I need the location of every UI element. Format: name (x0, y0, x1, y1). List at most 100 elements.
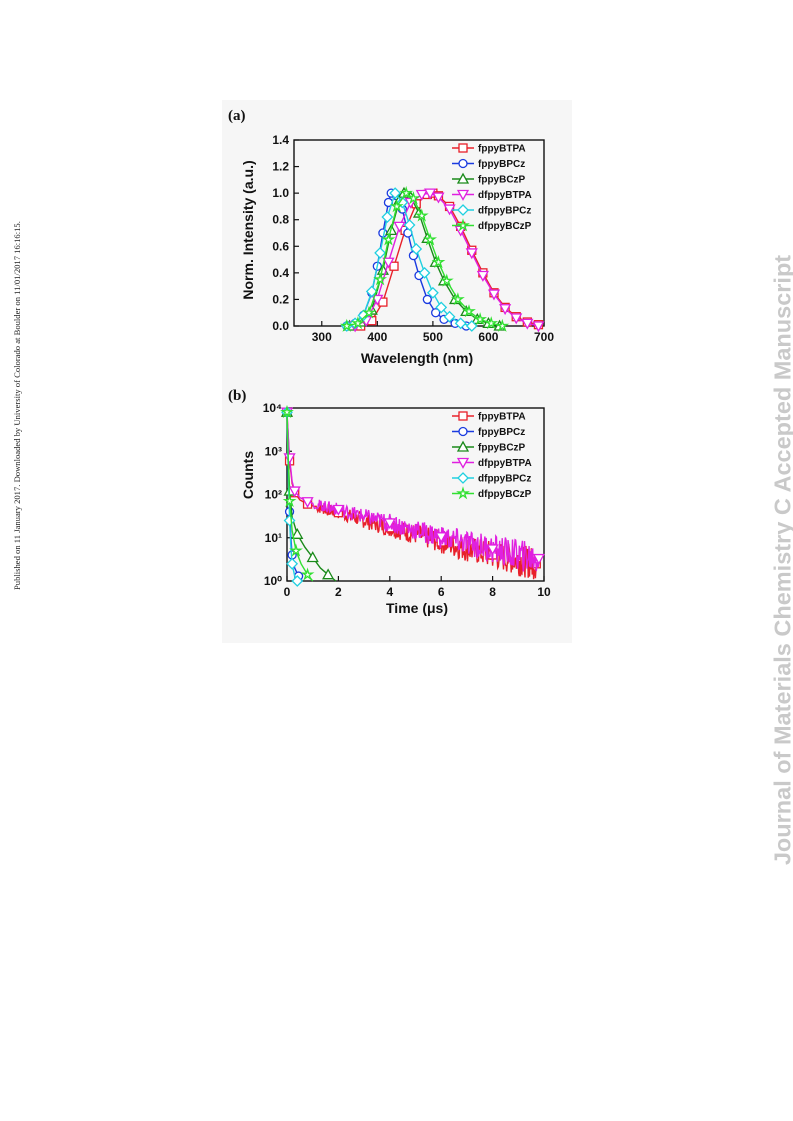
legend-label-dfppybpcz-a: dfppyBPCz (478, 206, 531, 217)
data-point-dfppybczp-a (439, 273, 454, 287)
data-point-dfppybczp-a (399, 185, 414, 200)
data-point-dfppybtpa-b (383, 518, 396, 530)
legend-label-fppybpcz-a: fppyBPCz (478, 159, 525, 170)
data-point-dfppybtpa-a (415, 189, 428, 201)
data-point-dfppybpcz-a (465, 320, 478, 332)
x-tick-label-b: 0 (284, 585, 291, 599)
legend-a: fppyBTPA fppyBPCz fppyBCzP dfppyBTPA dfppyBP… (452, 143, 532, 232)
data-point-dfppybpcz-a (443, 310, 456, 323)
legend-label-dfppybczp-a: dfppyBCzP (478, 221, 532, 232)
data-point-dfppybpcz-a (454, 317, 467, 330)
y-axis-label-b: Counts (240, 451, 256, 499)
data-point-fppybpcz-a (431, 308, 441, 318)
legend-label-fppybtpa-b: fppyBTPA (478, 412, 526, 423)
x-tick-label-b: 6 (438, 585, 445, 599)
series-line-dfppybtpa-b (286, 412, 540, 572)
figure: (a) Norm. Intensity (a.u.) Wavelength (n… (222, 100, 572, 643)
data-point-dfppybpcz-a (410, 243, 423, 255)
x-tick-label-a: 400 (367, 330, 387, 344)
series-lines-a (339, 185, 545, 333)
y-tick-label-a: 0.8 (272, 213, 289, 227)
data-point-dfppybczp-a (473, 312, 488, 326)
data-point-dfppybczp-a (423, 232, 438, 246)
x-axis-label-a: Wavelength (nm) (361, 350, 473, 366)
data-point-dfppybczp-a (406, 191, 421, 205)
legend-marker-fppybczp-a (456, 172, 470, 184)
y-tick-label-b: 10³ (265, 444, 282, 458)
data-point-dfppybczp-a (450, 292, 465, 306)
data-point-fppybtpa-a (389, 261, 399, 271)
y-tick-label-a: 0.6 (272, 239, 289, 253)
x-tick-label-a: 600 (478, 330, 498, 344)
y-tick-label-a: 1.0 (272, 186, 289, 200)
legend-marker-dfppybtpa-b (456, 457, 470, 469)
x-tick-label-a: 700 (534, 330, 554, 344)
x-tick-label-a: 500 (423, 330, 443, 344)
legend-marker-fppybpcz-b (458, 426, 468, 437)
data-point-dfppybczp-a (462, 304, 476, 318)
x-tick-label-b: 10 (537, 585, 551, 599)
series-line-dfppybpcz-a (346, 191, 472, 327)
data-point-dfppybczp-a (362, 305, 376, 319)
data-point-dfppybtpa-a (532, 321, 545, 333)
legend-label-dfppybtpa-a: dfppyBTPA (478, 190, 532, 201)
y-tick-label-b: 10² (265, 488, 282, 502)
data-point-fppybpcz-a (422, 294, 432, 305)
data-point-dfppybpcz-b (291, 575, 304, 587)
legend-label-fppybczp-a: fppyBCzP (478, 175, 526, 186)
data-point-dfppybczp-a (339, 318, 354, 332)
y-tick-label-a: 1.2 (272, 160, 289, 174)
x-axis-label-b: Time (μs) (386, 600, 448, 616)
data-point-dfppybtpa-b (332, 504, 345, 516)
legend-marker-dfppybtpa-a (456, 189, 470, 201)
data-point-dfppybtpa-a (393, 221, 406, 233)
data-point-dfppybtpa-a (465, 248, 478, 260)
data-point-dfppybpcz-a (389, 187, 402, 200)
data-point-dfppybczp-b (289, 543, 303, 557)
data-point-dfppybtpa-a (510, 313, 523, 325)
legend-marker-fppybtpa-a (458, 143, 468, 153)
legend-label-fppybtpa-a: fppyBTPA (478, 144, 526, 155)
data-point-dfppybczp-a (350, 316, 365, 330)
data-point-dfppybtpa-b (532, 553, 545, 565)
journal-watermark-text: Journal of Materials Chemistry C Accepte… (769, 254, 793, 866)
panel-label-b: (b) (228, 388, 246, 404)
data-point-fppybczp-b (306, 551, 319, 563)
panel-label-a: (a) (228, 108, 246, 124)
data-point-dfppybtpa-a (521, 318, 534, 330)
legend-marker-fppybczp-b (456, 440, 470, 452)
axes-frame-a (293, 139, 545, 327)
data-point-dfppybtpa-b (283, 453, 296, 465)
data-point-fppybczp-b (291, 527, 304, 539)
data-point-dfppybtpa-b (288, 486, 301, 498)
legend-label-fppybczp-b: fppyBCzP (478, 443, 526, 454)
data-point-dfppybczp-b (282, 493, 297, 508)
x-tick-label-a: 300 (312, 330, 332, 344)
legend-marker-dfppybczp-a (456, 218, 470, 232)
y-tick-label-b: 10¹ (265, 531, 282, 545)
data-point-dfppybczp-a (431, 254, 446, 269)
data-point-dfppybtpa-a (424, 188, 437, 200)
data-point-dfppybczp-a (484, 316, 499, 330)
series-lines-b (280, 404, 545, 587)
y-tick-label-b: 10⁴ (263, 401, 282, 415)
legend-marker-dfppybczp-b (456, 486, 470, 500)
y-tick-label-a: 0.2 (272, 292, 289, 306)
data-point-dfppybtpa-a (487, 289, 501, 301)
x-tick-label-b: 8 (489, 585, 496, 599)
data-point-dfppybtpa-b (435, 532, 448, 544)
y-tick-label-a: 0.0 (272, 319, 289, 333)
data-point-dfppybczp-b (300, 567, 315, 581)
data-point-dfppybczp-a (373, 272, 388, 286)
data-point-dfppybpcz-a (403, 219, 416, 231)
legend-marker-fppybpcz-a (458, 158, 468, 169)
legend-label-dfppybczp-b: dfppyBCzP (478, 489, 532, 500)
data-point-dfppybpcz-a (418, 266, 431, 279)
legend-marker-dfppybpcz-a (457, 204, 469, 216)
legend-marker-fppybtpa-b (458, 411, 468, 421)
data-point-dfppybtpa-a (476, 270, 489, 282)
data-point-dfppybpcz-a (374, 247, 387, 259)
data-point-dfppybczp-a (495, 318, 510, 332)
y-axis-label-a: Norm. Intensity (a.u.) (240, 160, 256, 299)
data-point-dfppybczp-a (381, 232, 396, 246)
